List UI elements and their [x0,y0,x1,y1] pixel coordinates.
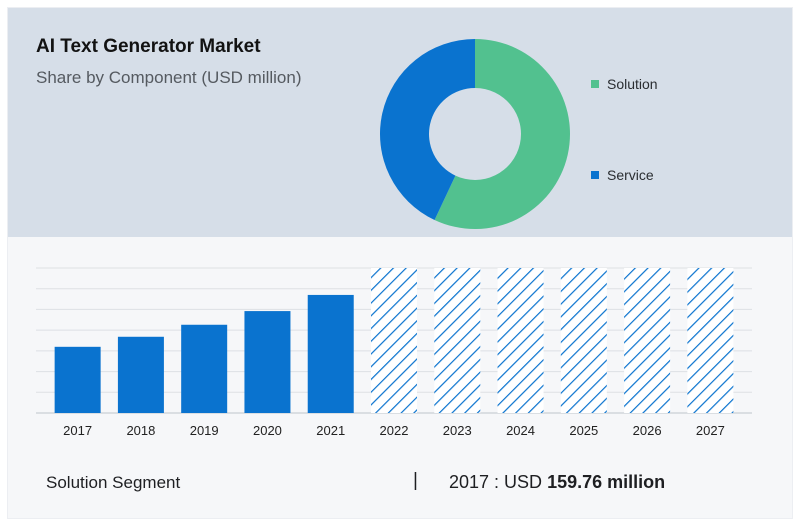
donut-slice-solution [434,39,570,229]
x-tick-2026: 2026 [633,423,662,438]
x-tick-2025: 2025 [569,423,598,438]
x-tick-2022: 2022 [380,423,409,438]
x-tick-2019: 2019 [190,423,219,438]
bar-2019 [181,324,228,413]
legend-service-label: Service [607,167,654,183]
forecast-bar-2025 [560,268,607,413]
donut-slice-service [380,39,475,220]
legend-service: Service [591,167,654,183]
x-tick-2021: 2021 [316,423,345,438]
forecast-bar-2027 [687,268,734,413]
x-tick-2024: 2024 [506,423,535,438]
x-tick-2020: 2020 [253,423,282,438]
chart-card: AI Text Generator Market Share by Compon… [8,8,792,518]
footer-divider: | [413,470,418,491]
summary-panel: AI Text Generator Market Share by Compon… [8,8,792,237]
chart-title: AI Text Generator Market [36,36,261,57]
segment-value-prefix: 2017 : USD [449,472,543,492]
forecast-bar-2024 [497,268,544,413]
segment-value: 2017 : USD 159.76 million [449,472,665,493]
bar-2017 [54,346,101,413]
x-tick-2018: 2018 [126,423,155,438]
segment-label: Solution Segment [46,473,181,492]
bar-2018 [117,336,164,413]
bar-2021 [307,294,354,413]
legend-solution-label: Solution [607,76,658,92]
legend-solution: Solution [591,76,658,92]
forecast-bar-2026 [624,268,671,413]
bar-chart: 2017 2018 2019 2020 2021 2022 2023 2024 2025 2026… [36,267,752,438]
x-tick-2027: 2027 [696,423,725,438]
legend-solution-swatch [591,80,599,88]
chart-subtitle: Share by Component (USD million) [36,68,302,87]
forecast-bar-2023 [434,268,481,413]
forecast-bar-2022 [371,268,417,413]
x-tick-2017: 2017 [63,423,92,438]
bar-2020 [244,311,291,413]
legend-service-swatch [591,171,599,179]
segment-value-amount: 159.76 million [547,472,666,492]
x-tick-2023: 2023 [443,423,472,438]
donut-chart [380,39,570,229]
